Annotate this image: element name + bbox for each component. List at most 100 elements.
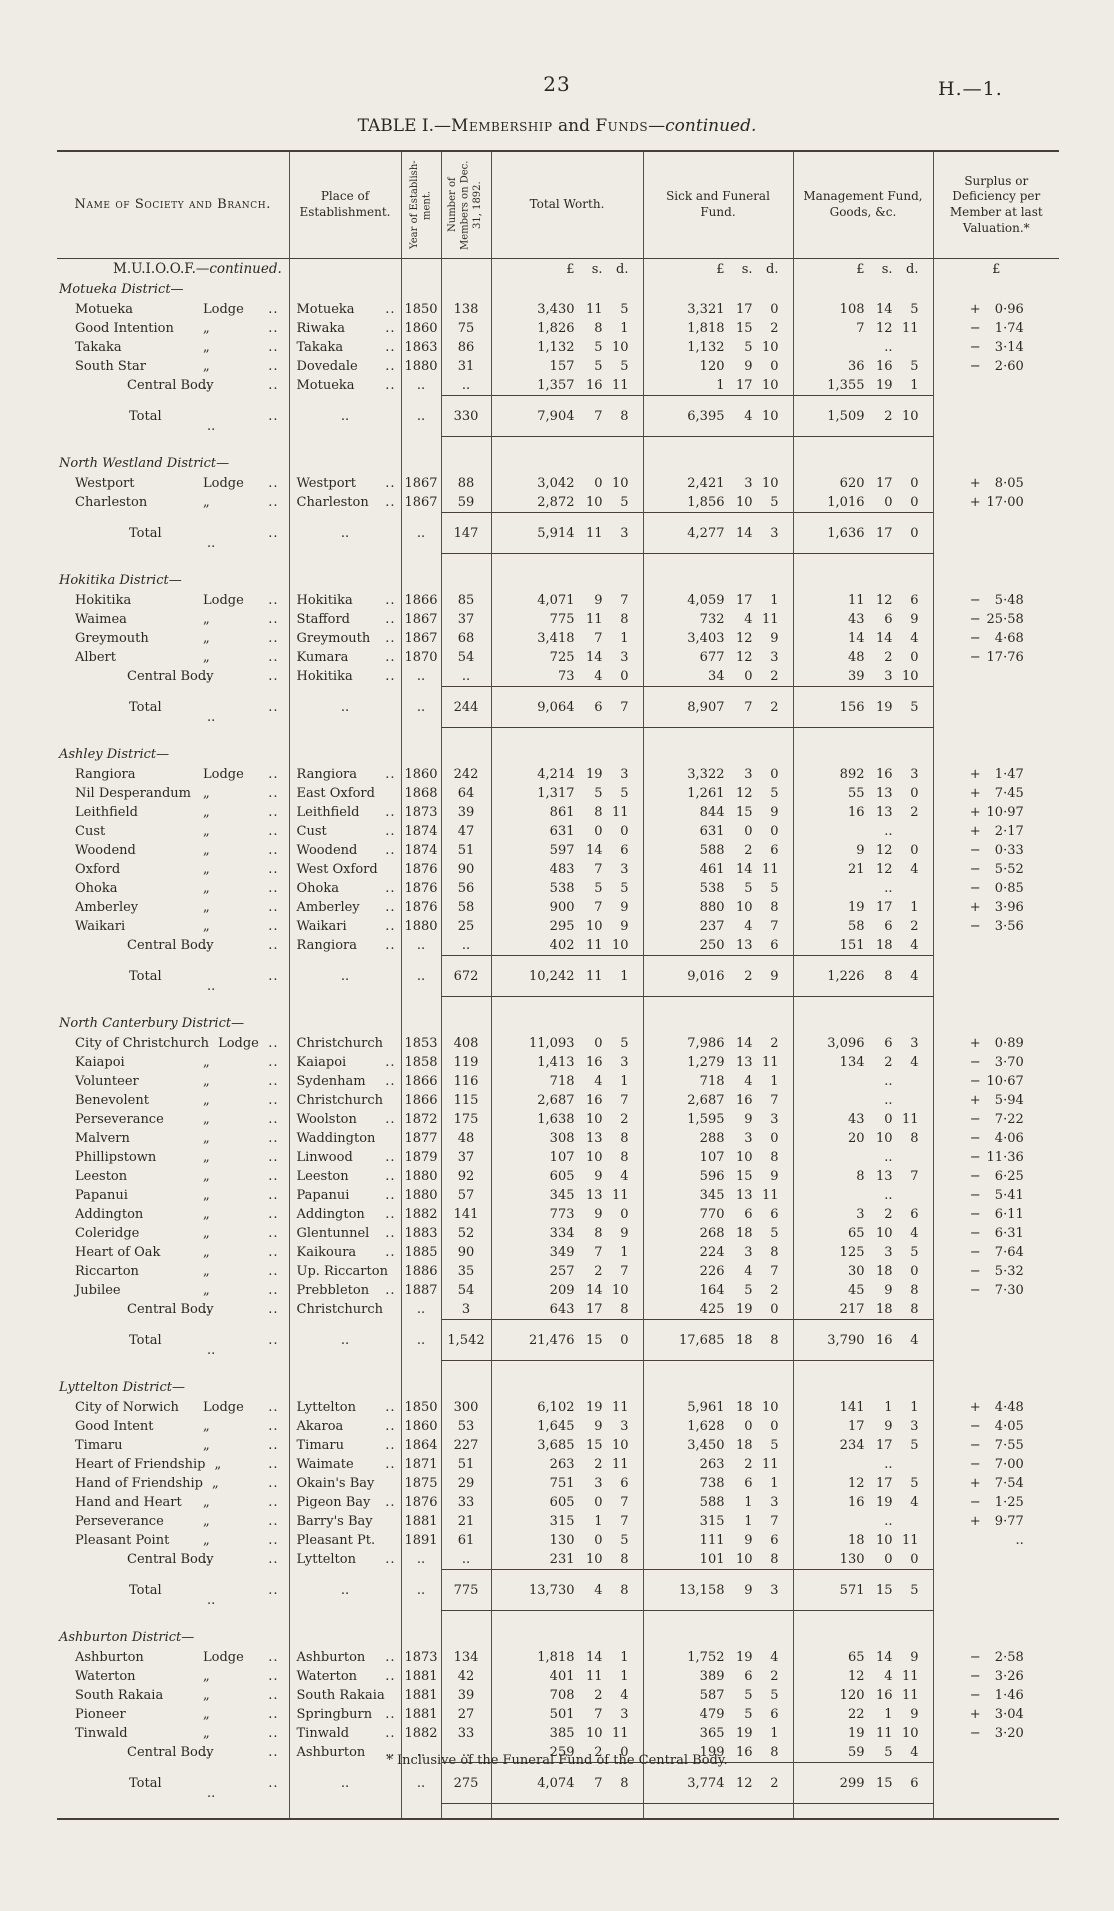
cell-name: Takaka „.. [57,338,289,357]
table-row: Addington „.. Addington.. 1882 141 773 9 0 7… [57,1205,1059,1224]
table-row: Volunteer „.. Sydenham.. 1866 116 718 4 1 71… [57,1072,1059,1091]
cell-name: Riccarton „.. [57,1262,289,1281]
cell-year: 1876 [400,1493,441,1512]
table-row: Tinwald „.. Tinwald.. 1882 33 385 10 11 365 1… [57,1724,1059,1743]
cell-members: 21 [440,1512,491,1531]
cell-total-worth: 775 11 8 [490,610,643,629]
cell-year: 1881 [400,1686,441,1705]
cell-year: 1867 [400,610,441,629]
branch-suffix: Lodge [203,1400,244,1415]
cell-total-worth: 385 10 11 [490,1724,643,1743]
cell-year: 1868 [400,784,441,803]
cell-year: 1867 [400,493,441,513]
branch-suffix: „ [203,359,210,374]
cell-name: Waimea „.. [57,610,289,629]
lodge-name: Greymouth [75,631,149,646]
cell-total-worth: 2,687 16 7 [490,1091,643,1110]
cell-total-worth: 401 11 1 [490,1667,643,1686]
branch-suffix: .. [203,1302,212,1318]
cell-mgmt-fund: 19 11 10 [792,1724,933,1743]
cell-year: 1860 [400,1417,441,1436]
cell-sick-fund: 587 5 5 [642,1686,793,1705]
cell-mgmt-fund: 65 14 9 [792,1648,933,1667]
cell-name: Central Body.... [57,376,289,396]
cell-sick-fund: 389 6 2 [642,1667,793,1686]
cell-surplus: −17·76 [932,648,1059,667]
cell-surplus: −25·58 [932,610,1059,629]
cell-year: 1880 [400,1186,441,1205]
total-row: Total.... .. .. 1,542 21,476 15 0 17,685 18 8… [57,1319,1059,1361]
cell-total-members: 1,542 [440,1319,491,1361]
cell-mgmt-fund: 65 10 4 [792,1224,933,1243]
cell-total-worth: 1,132 5 10 [490,338,643,357]
cell-total-worth: 334 8 9 [490,1224,643,1243]
col-header-year: Year of Establish-ment. [400,151,441,259]
table-row: Malvern „.. Waddington 1877 48 308 13 8 288 3… [57,1129,1059,1148]
cell-year: 1877 [400,1129,441,1148]
cell-mgmt-fund: .. [792,1091,933,1110]
cell-year: 1876 [400,898,441,917]
district-heading-row: Lyttelton District— [57,1360,1059,1398]
table-row: Good Intent „.. Akaroa.. 1860 53 1,645 9 3 1… [57,1417,1059,1436]
cell-name: Timaru „.. [57,1436,289,1455]
cell-members: 52 [440,1224,491,1243]
cell-place: Kaikoura.. [288,1243,401,1262]
cell-members: .. [440,1550,491,1570]
cell-surplus: −1·74 [932,319,1059,338]
cell-surplus: −5·32 [932,1262,1059,1281]
cell-year: 1883 [400,1224,441,1243]
lodge-name: Woodend [75,843,136,858]
cell-surplus: +4·48 [932,1398,1059,1417]
cell-surplus: −3·56 [932,917,1059,936]
cell-place: Motueka.. [288,376,401,396]
col-header-members: Number of Members on Dec. 31, 1892. [440,151,491,259]
cell-mgmt-fund: 217 18 8 [792,1300,933,1320]
cell-members: .. [440,667,491,687]
lodge-name: Cust [75,824,106,839]
cell-surplus: −4·05 [932,1417,1059,1436]
cell-place: Waimate.. [288,1455,401,1474]
branch-suffix: „ [203,862,210,877]
cell-sick-fund: 1 17 10 [642,376,793,396]
table-footnote: * Inclusive of the Funeral Fund of the C… [386,1753,728,1768]
table-row: Central Body.... Motueka.. .. .. 1,357 16… [57,376,1059,396]
cell-year: 1881 [400,1705,441,1724]
cell-mgmt-fund: 17 9 3 [792,1417,933,1436]
district-heading-row: North Westland District— [57,436,1059,474]
cell-surplus: −3·14 [932,338,1059,357]
cell-sick-fund: 3,322 3 0 [642,765,793,784]
cell-mgmt-fund: 141 1 1 [792,1398,933,1417]
cell-name: Leeston „.. [57,1167,289,1186]
cell-name: Pioneer „.. [57,1705,289,1724]
cell-sick-fund: 844 15 9 [642,803,793,822]
cell-place: Rangiora.. [288,765,401,784]
cell-place: Charleston.. [288,493,401,513]
cell-total-worth: 11,093 0 5 [490,1034,643,1053]
lodge-name: Nil Desperandum [75,786,191,801]
cell-sick-fund: 288 3 0 [642,1129,793,1148]
col-header-name: Name of Society and Branch. [57,151,289,259]
cell-surplus: +17·00 [932,493,1059,513]
branch-suffix: „ [203,919,210,934]
cell-members: 61 [440,1531,491,1550]
cell-sick-fund: 1,628 0 0 [642,1417,793,1436]
cell-year: 1867 [400,629,441,648]
cell-members: 57 [440,1186,491,1205]
branch-suffix: „ [203,1669,210,1684]
cell-surplus: −6·25 [932,1167,1059,1186]
lodge-name: Hand and Heart [75,1495,182,1510]
cell-year: .. [400,667,441,687]
cell-year: 1880 [400,1167,441,1186]
branch-suffix: „ [212,1476,219,1491]
branch-suffix: „ [203,786,210,801]
table-row: Central Body.... Hokitika.. .. .. 73 4 0 34… [57,667,1059,687]
cell-total-worth: 725 14 3 [490,648,643,667]
lodge-name: Central Body [127,378,214,394]
table-row: City of Christchurch Lodge.. Christchurch… [57,1034,1059,1053]
cell-place: Glentunnel.. [288,1224,401,1243]
cell-mgmt-fund: 39 3 10 [792,667,933,687]
cell-sick-fund: 1,261 12 5 [642,784,793,803]
lodge-name: Ashburton [75,1650,144,1665]
cell-total-worth: 2,872 10 5 [490,493,643,513]
cell-total-worth: 900 7 9 [490,898,643,917]
